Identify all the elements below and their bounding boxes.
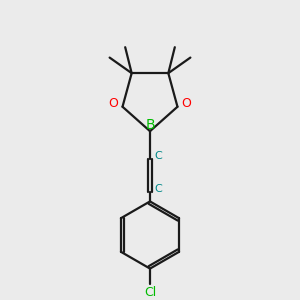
Text: C: C bbox=[154, 151, 162, 160]
Text: O: O bbox=[182, 97, 192, 110]
Text: Cl: Cl bbox=[144, 286, 156, 299]
Text: O: O bbox=[108, 97, 118, 110]
Text: C: C bbox=[154, 184, 162, 194]
Text: B: B bbox=[145, 118, 155, 132]
